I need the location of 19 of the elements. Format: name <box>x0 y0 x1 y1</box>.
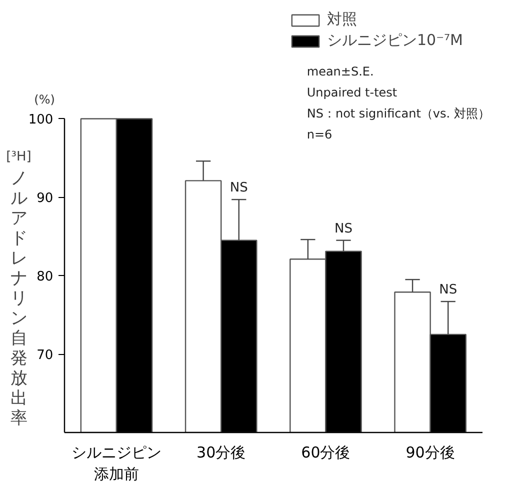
text: (%) <box>34 92 55 107</box>
x-tick-label: 90分後 <box>406 444 455 462</box>
annotation: NS：not significant（vs. 対照） <box>306 106 490 121</box>
annotation: NS <box>439 282 458 298</box>
annotation: NS <box>230 180 248 196</box>
annotation: n=6 <box>306 128 332 142</box>
y-tick-label: 100 <box>28 112 54 128</box>
text: mean±S.E. <box>306 64 374 79</box>
legend-label: シルニジピン10⁻⁷M <box>327 31 463 50</box>
text: Unpaired t-test <box>306 86 398 100</box>
y-tick-label: 80 <box>36 270 54 285</box>
y-tick-label: 90 <box>36 191 54 206</box>
x-tick-label: 30分後 <box>196 444 246 462</box>
text: [³H] ノルアドレナリン自発放出率 <box>6 150 32 429</box>
annotation: NS <box>334 221 352 236</box>
x-tick-label: シルニジピン添加前 <box>71 444 162 484</box>
legend-label: 対照 <box>327 10 357 29</box>
x-tick-label: 60分後 <box>301 444 350 462</box>
y-tick-label: 70 <box>36 348 54 364</box>
